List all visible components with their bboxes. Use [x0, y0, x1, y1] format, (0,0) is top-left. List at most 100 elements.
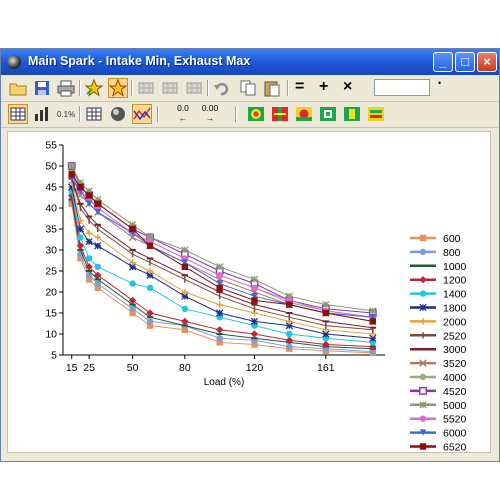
- decrease-decimals-label: 0.0: [177, 103, 189, 113]
- maximize-button[interactable]: □: [455, 52, 475, 72]
- data-point: [85, 230, 93, 237]
- decrease-decimals-button[interactable]: 0.0 ←: [171, 103, 195, 123]
- series-line: [71, 195, 373, 348]
- data-point: [369, 339, 377, 346]
- y-tick-label: 15: [45, 308, 57, 320]
- save-button[interactable]: [33, 79, 51, 97]
- value-input[interactable]: [374, 79, 430, 96]
- legend-label: 2000: [443, 316, 467, 328]
- paste-button[interactable]: [263, 79, 281, 97]
- data-point: [85, 187, 93, 195]
- x-tick-label: 120: [246, 362, 264, 374]
- x-tick-label: 15: [66, 362, 78, 374]
- data-point: [85, 255, 93, 262]
- range-button[interactable]: [367, 105, 385, 123]
- data-point: [94, 195, 102, 204]
- smooth-surface-button[interactable]: [247, 105, 265, 123]
- open-folder-button[interactable]: [9, 79, 27, 97]
- data-point: [215, 309, 224, 317]
- graph-view-button[interactable]: [132, 104, 152, 124]
- grid-b-button[interactable]: [161, 79, 179, 97]
- x-tick-label: 161: [317, 362, 335, 374]
- legend-item: 1800: [410, 303, 467, 315]
- legend-label: 800: [443, 247, 461, 259]
- legend-marker: [419, 290, 427, 297]
- grid-view-icon: [86, 107, 102, 121]
- data-point: [146, 271, 154, 279]
- data-point: [181, 326, 189, 333]
- data-point: [94, 234, 102, 241]
- save-icon: [35, 81, 49, 95]
- data-point: [94, 200, 102, 207]
- copy-icon: [240, 80, 256, 96]
- table-view-button[interactable]: [8, 104, 28, 124]
- fill-button[interactable]: [295, 105, 313, 123]
- column-chart-button[interactable]: [33, 105, 51, 123]
- data-point: [129, 305, 136, 312]
- copy-button[interactable]: [239, 79, 257, 97]
- undo-button[interactable]: [213, 79, 231, 97]
- split-view-button[interactable]: [343, 105, 361, 123]
- legend-label: 2520: [443, 330, 467, 342]
- spark-line-chart: 5 10 15 20 25 30 35 40 45 50 55 15 25 50 80 120 161 600 8…: [45, 140, 467, 454]
- data-point: [94, 284, 102, 291]
- main-toolbar: = + × •: [1, 76, 499, 102]
- series-line: [71, 170, 373, 318]
- toolbar-separator: [79, 80, 81, 96]
- legend-label: 1200: [443, 275, 467, 287]
- legend-marker: [419, 429, 427, 436]
- data-point: [216, 339, 223, 346]
- legend-label: 6520: [443, 442, 467, 453]
- equals-button[interactable]: =: [295, 78, 305, 95]
- x-tick-label: 50: [127, 362, 139, 374]
- data-point: [146, 284, 154, 291]
- close-button[interactable]: ×: [477, 52, 497, 72]
- toolbar-separator: [287, 80, 289, 96]
- data-point: [94, 271, 102, 279]
- series-1800: [68, 183, 377, 342]
- fill-icon: [296, 107, 312, 121]
- legend-marker: [419, 359, 427, 367]
- multiply-button[interactable]: ×: [343, 78, 353, 95]
- data-point: [216, 284, 223, 291]
- grid-a-button[interactable]: [137, 79, 155, 97]
- data-point: [85, 272, 93, 279]
- data-point: [181, 259, 189, 266]
- series-line: [71, 178, 373, 318]
- right-arrow-icon: →: [205, 113, 215, 123]
- legend-label: 4520: [443, 386, 467, 398]
- y-tick-label: 5: [51, 350, 57, 362]
- legend-marker: [419, 401, 427, 409]
- favorite-active-button[interactable]: [108, 78, 128, 98]
- legend-item: 1200: [410, 275, 467, 287]
- series-line: [71, 174, 373, 322]
- data-point: [181, 246, 189, 254]
- series-layer: [67, 162, 377, 357]
- legend-item: 6520: [410, 442, 467, 454]
- grid-c-button[interactable]: [185, 79, 203, 97]
- series-line: [71, 182, 373, 335]
- data-point: [322, 340, 330, 349]
- title-bar[interactable]: Main Spark - Intake Min, Exhaust Max _ □…: [1, 49, 499, 75]
- increase-decimals-label: 0.00: [201, 103, 219, 113]
- window-title: Main Spark - Intake Min, Exhaust Max: [28, 54, 251, 68]
- number-format-button[interactable]: 0.1%: [57, 105, 75, 123]
- 3d-view-button[interactable]: [109, 105, 127, 123]
- grid-view-button[interactable]: [85, 105, 103, 123]
- print-button[interactable]: [57, 79, 75, 97]
- grid-b-icon: [162, 82, 178, 94]
- interpolate-button[interactable]: [271, 105, 289, 123]
- legend-item: 2000: [410, 316, 467, 328]
- svg-text:0.1%: 0.1%: [57, 110, 75, 119]
- data-point: [76, 242, 85, 250]
- data-point: [68, 171, 75, 178]
- increase-decimals-button[interactable]: 0.00 →: [197, 103, 223, 123]
- data-point: [216, 314, 223, 321]
- target-button[interactable]: [319, 105, 337, 123]
- data-point: [250, 317, 259, 326]
- legend-marker: [419, 415, 427, 422]
- minimize-button[interactable]: _: [433, 52, 453, 72]
- favorite-button[interactable]: [84, 78, 104, 97]
- data-point: [251, 341, 258, 348]
- add-button[interactable]: +: [319, 78, 329, 95]
